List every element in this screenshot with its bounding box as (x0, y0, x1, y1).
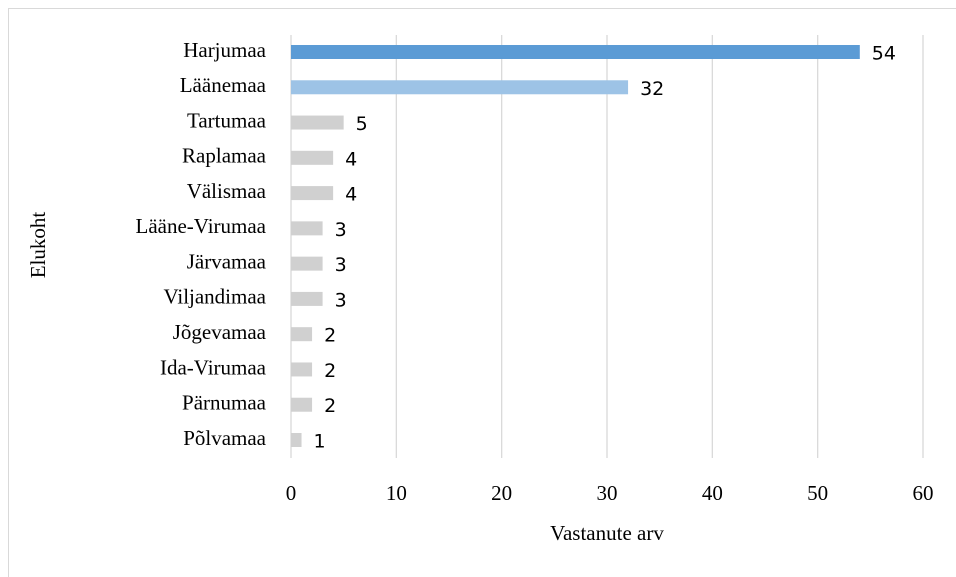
y-tick-label: Viljandimaa (163, 285, 266, 309)
y-tick-label: Pärnumaa (182, 391, 267, 415)
bar (291, 362, 313, 377)
y-tick-label: Ida-Virumaa (160, 355, 267, 379)
x-tick-label: 20 (491, 481, 512, 505)
y-tick-label: Läänemaa (180, 73, 267, 97)
data-label: 32 (640, 78, 664, 100)
bar (291, 256, 323, 271)
bar (291, 186, 334, 201)
x-tick-label: 0 (286, 481, 297, 505)
bar (291, 397, 313, 412)
data-label: 2 (324, 360, 336, 382)
data-label: 4 (345, 184, 357, 206)
x-tick-label: 60 (913, 481, 934, 505)
y-tick-label: Raplamaa (182, 144, 267, 168)
y-tick-label: Jõgevamaa (173, 320, 267, 344)
bar (291, 80, 629, 95)
y-tick-label: Põlvamaa (183, 426, 266, 450)
data-label: 5 (356, 113, 368, 135)
x-tick-label: 30 (597, 481, 618, 505)
data-label: 2 (324, 395, 336, 417)
bar (291, 433, 302, 447)
y-tick-label: Välismaa (187, 179, 267, 203)
data-label: 4 (345, 148, 357, 170)
bar (291, 221, 323, 236)
data-label: 1 (314, 431, 326, 453)
x-axis-title: Vastanute arv (550, 521, 664, 545)
x-tick-label: 50 (807, 481, 828, 505)
y-tick-label: Harjumaa (183, 38, 266, 62)
bar (291, 45, 860, 59)
data-label: 3 (335, 254, 347, 276)
y-axis-title: Elukoht (26, 212, 50, 279)
bar (291, 291, 323, 306)
y-tick-label: Lääne-Virumaa (136, 214, 267, 238)
chart-frame (8, 8, 956, 577)
bar (291, 150, 334, 165)
y-tick-label: Järvamaa (187, 249, 267, 273)
x-tick-label: 10 (386, 481, 407, 505)
bar (291, 327, 313, 342)
x-tick-label: 40 (702, 481, 723, 505)
data-label: 3 (335, 219, 347, 241)
data-label: 54 (872, 43, 896, 65)
y-tick-label: Tartumaa (187, 108, 267, 132)
data-label: 3 (335, 289, 347, 311)
data-label: 2 (324, 325, 336, 347)
bar (291, 115, 344, 130)
